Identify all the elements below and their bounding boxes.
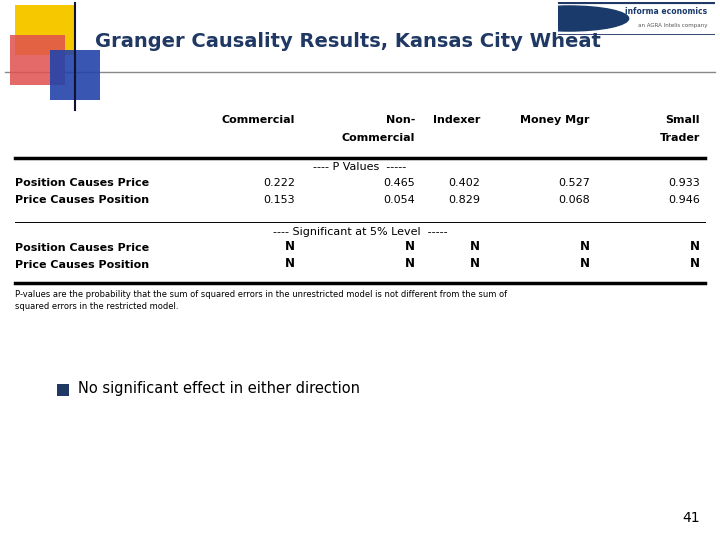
Text: Position Causes Price: Position Causes Price bbox=[15, 178, 149, 188]
Text: 0.222: 0.222 bbox=[263, 178, 295, 188]
Text: N: N bbox=[580, 257, 590, 270]
Text: an AGRA Intelis company: an AGRA Intelis company bbox=[638, 23, 707, 28]
Text: N: N bbox=[690, 257, 700, 270]
Text: N: N bbox=[285, 257, 295, 270]
Text: 0.829: 0.829 bbox=[448, 195, 480, 205]
Text: N: N bbox=[470, 240, 480, 253]
Text: Non-: Non- bbox=[386, 115, 415, 125]
Text: N: N bbox=[405, 240, 415, 253]
Text: Price Causes Position: Price Causes Position bbox=[15, 195, 149, 205]
Text: No significant effect in either direction: No significant effect in either directio… bbox=[78, 381, 360, 395]
Text: informa economics: informa economics bbox=[625, 6, 707, 16]
Text: Trader: Trader bbox=[660, 133, 700, 143]
Text: P-values are the probability that the sum of squared errors in the unrestricted : P-values are the probability that the su… bbox=[15, 290, 507, 299]
Text: Granger Causality Results, Kansas City Wheat: Granger Causality Results, Kansas City W… bbox=[95, 32, 601, 51]
Text: 0.402: 0.402 bbox=[448, 178, 480, 188]
Text: 0.068: 0.068 bbox=[558, 195, 590, 205]
Text: 0.933: 0.933 bbox=[668, 178, 700, 188]
Text: ---- P Values  -----: ---- P Values ----- bbox=[313, 162, 407, 172]
Text: squared errors in the restricted model.: squared errors in the restricted model. bbox=[15, 302, 179, 311]
Text: 0.527: 0.527 bbox=[558, 178, 590, 188]
Text: N: N bbox=[285, 240, 295, 253]
Text: Commercial: Commercial bbox=[341, 133, 415, 143]
Text: Money Mgr: Money Mgr bbox=[521, 115, 590, 125]
Text: N: N bbox=[405, 257, 415, 270]
Text: Indexer: Indexer bbox=[433, 115, 480, 125]
Text: 41: 41 bbox=[683, 511, 700, 525]
Text: N: N bbox=[470, 257, 480, 270]
Circle shape bbox=[509, 6, 629, 31]
Text: Small: Small bbox=[665, 115, 700, 125]
Text: Price Causes Position: Price Causes Position bbox=[15, 260, 149, 270]
Text: N: N bbox=[690, 240, 700, 253]
Text: ---- Significant at 5% Level  -----: ---- Significant at 5% Level ----- bbox=[273, 227, 447, 237]
Text: 0.465: 0.465 bbox=[383, 178, 415, 188]
Text: N: N bbox=[580, 240, 590, 253]
Text: Commercial: Commercial bbox=[222, 115, 295, 125]
Text: 0.153: 0.153 bbox=[264, 195, 295, 205]
Text: 0.054: 0.054 bbox=[383, 195, 415, 205]
Text: Position Causes Price: Position Causes Price bbox=[15, 243, 149, 253]
Text: 0.946: 0.946 bbox=[668, 195, 700, 205]
